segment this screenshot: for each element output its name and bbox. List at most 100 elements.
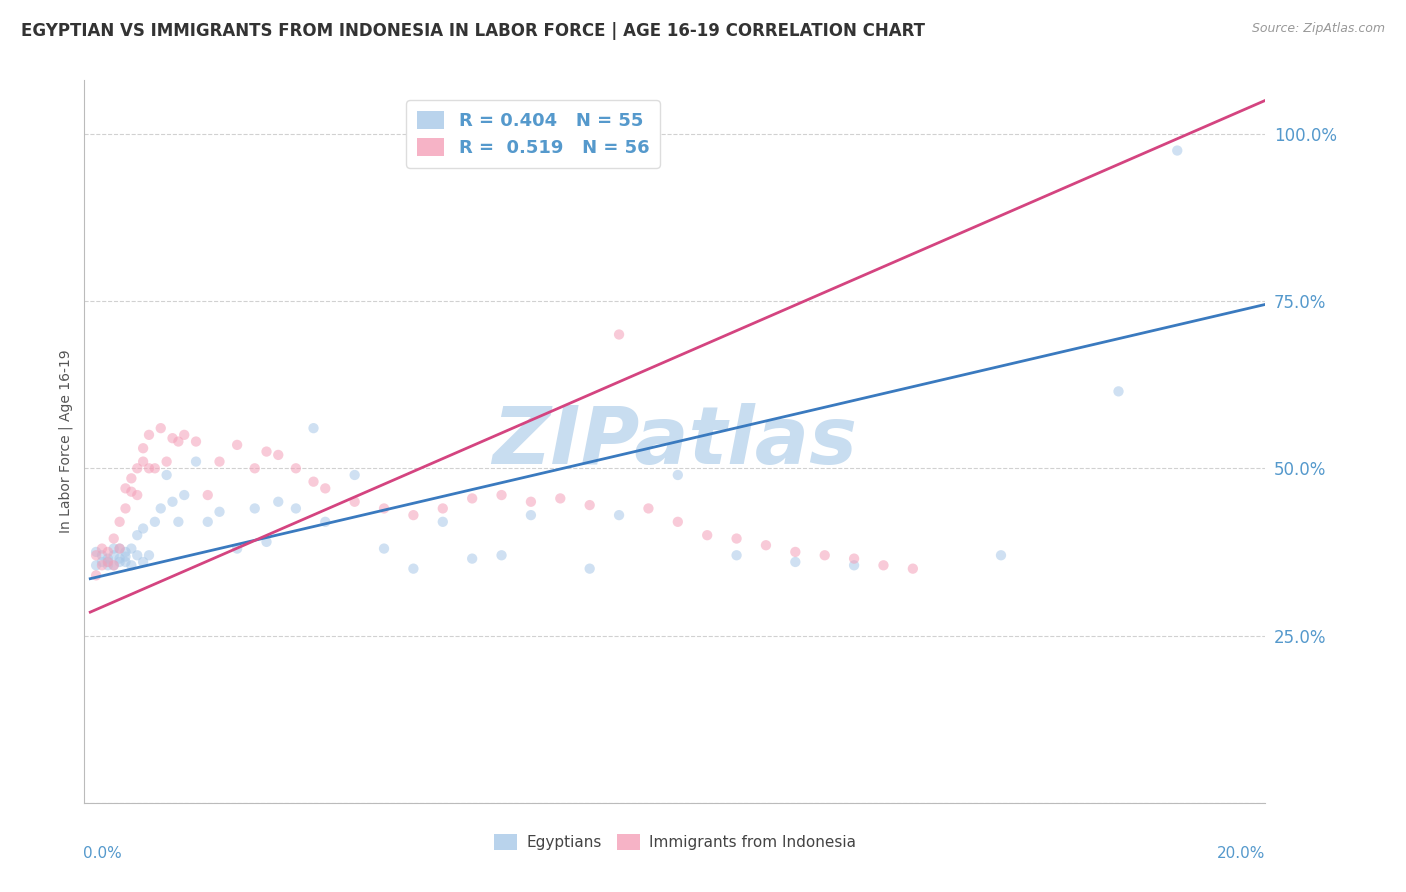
Point <box>578 562 600 576</box>
Point <box>91 555 114 569</box>
Point <box>103 558 125 573</box>
Point <box>149 501 172 516</box>
Point <box>132 455 155 469</box>
Point <box>167 434 190 449</box>
Point <box>208 505 231 519</box>
Text: 0.0%: 0.0% <box>83 847 122 861</box>
Point <box>91 558 114 573</box>
Point <box>156 455 179 469</box>
Point <box>578 498 600 512</box>
Point <box>373 501 395 516</box>
Point <box>127 488 149 502</box>
Point <box>226 541 249 556</box>
Point <box>114 501 136 516</box>
Point <box>491 548 513 563</box>
Point <box>114 482 136 496</box>
Point <box>103 558 125 573</box>
Point <box>461 551 484 566</box>
Point <box>97 555 120 569</box>
Text: 20.0%: 20.0% <box>1218 847 1265 861</box>
Point <box>842 551 865 566</box>
Point <box>267 448 290 462</box>
Point <box>256 534 278 549</box>
Point <box>197 488 219 502</box>
Point <box>132 521 155 535</box>
Point <box>120 558 142 573</box>
Point <box>267 494 290 508</box>
Point <box>97 551 120 566</box>
Point <box>127 528 149 542</box>
Point <box>785 555 807 569</box>
Point <box>143 461 166 475</box>
Point <box>755 538 778 552</box>
Text: Source: ZipAtlas.com: Source: ZipAtlas.com <box>1251 22 1385 36</box>
Point <box>184 434 207 449</box>
Point <box>666 515 689 529</box>
Point <box>103 532 125 546</box>
Point <box>127 548 149 563</box>
Point <box>520 494 543 508</box>
Point <box>108 541 131 556</box>
Point <box>162 431 184 445</box>
Point <box>91 548 114 563</box>
Point <box>132 555 155 569</box>
Point <box>114 545 136 559</box>
Point <box>814 548 837 563</box>
Point <box>402 508 425 523</box>
Point <box>173 427 195 442</box>
Point <box>162 494 184 508</box>
Point <box>842 558 865 573</box>
Point <box>343 467 366 482</box>
Point <box>127 461 149 475</box>
Point <box>138 461 160 475</box>
Point <box>173 488 195 502</box>
Point <box>343 494 366 508</box>
Point <box>432 501 454 516</box>
Point <box>138 427 160 442</box>
Point <box>243 501 266 516</box>
Point <box>167 515 190 529</box>
Point <box>302 421 325 435</box>
Point <box>84 558 107 573</box>
Point <box>901 562 924 576</box>
Point <box>550 491 572 506</box>
Point <box>872 558 894 573</box>
Point <box>314 515 336 529</box>
Point <box>156 467 179 482</box>
Point <box>314 482 336 496</box>
Point <box>402 562 425 576</box>
Point <box>256 444 278 458</box>
Point <box>432 515 454 529</box>
Point <box>725 532 748 546</box>
Y-axis label: In Labor Force | Age 16-19: In Labor Force | Age 16-19 <box>59 350 73 533</box>
Text: EGYPTIAN VS IMMIGRANTS FROM INDONESIA IN LABOR FORCE | AGE 16-19 CORRELATION CHA: EGYPTIAN VS IMMIGRANTS FROM INDONESIA IN… <box>21 22 925 40</box>
Point <box>143 515 166 529</box>
Point <box>696 528 718 542</box>
Point <box>373 541 395 556</box>
Point <box>108 555 131 569</box>
Point <box>1166 144 1188 158</box>
Text: ZIPatlas: ZIPatlas <box>492 402 858 481</box>
Point <box>149 421 172 435</box>
Point <box>184 455 207 469</box>
Point <box>97 555 120 569</box>
Point <box>284 501 307 516</box>
Point <box>226 438 249 452</box>
Point <box>491 488 513 502</box>
Point <box>114 549 136 564</box>
Point <box>302 475 325 489</box>
Point <box>284 461 307 475</box>
Point <box>103 548 125 563</box>
Legend: R = 0.404   N = 55, R =  0.519   N = 56: R = 0.404 N = 55, R = 0.519 N = 56 <box>406 100 659 168</box>
Point <box>84 568 107 582</box>
Point <box>208 455 231 469</box>
Point <box>637 501 659 516</box>
Point <box>607 327 630 342</box>
Point <box>108 541 131 556</box>
Point <box>666 467 689 482</box>
Point <box>785 545 807 559</box>
Point <box>1108 384 1130 399</box>
Point <box>520 508 543 523</box>
Point <box>120 541 142 556</box>
Point <box>91 541 114 556</box>
